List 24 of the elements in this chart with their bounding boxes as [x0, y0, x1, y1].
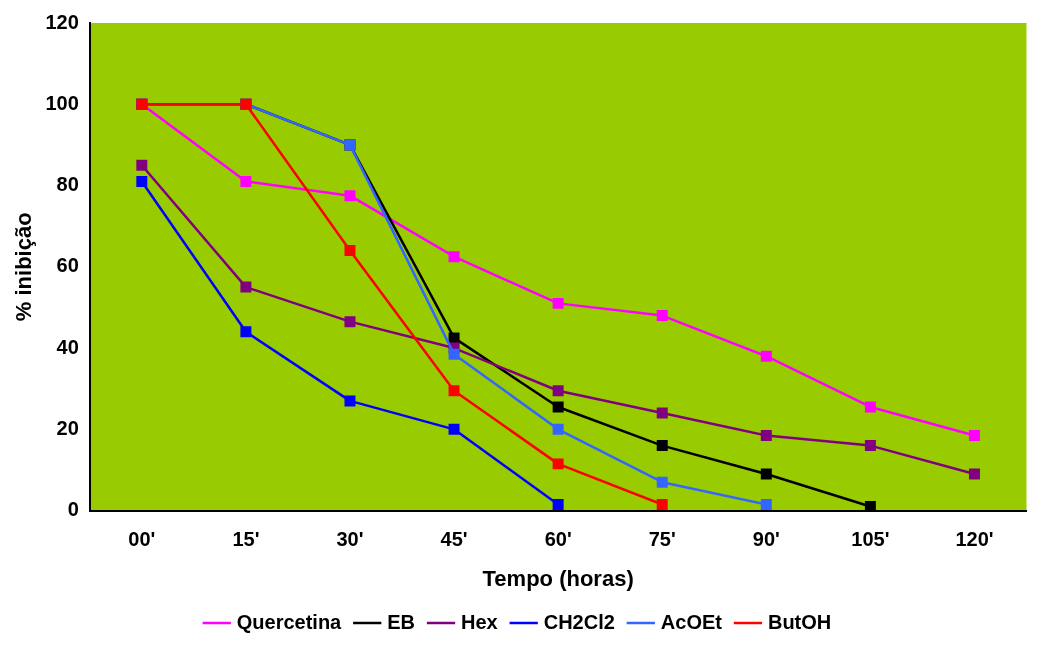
y-tick-label: 60: [56, 254, 79, 277]
x-axis-title: Tempo (horas): [482, 565, 634, 591]
x-tick-label: 90': [752, 528, 780, 551]
x-tick-label: 45': [440, 528, 468, 551]
y-tick-label: 40: [56, 335, 79, 358]
x-tick-label: 105': [851, 528, 890, 551]
x-tick-label: 120': [955, 528, 994, 551]
x-tick-label: 15': [232, 528, 260, 551]
y-tick-label: 0: [67, 498, 79, 521]
legend-label: CH2Cl2: [543, 610, 615, 633]
legend-label: Hex: [461, 610, 498, 633]
x-tick-label: 75': [648, 528, 676, 551]
y-axis-title: % inibição: [11, 212, 37, 322]
legend-label: Quercetina: [236, 610, 343, 633]
legend-label: ButOH: [767, 610, 832, 633]
legend-label: EB: [387, 610, 416, 633]
y-tick-label: 120: [45, 10, 79, 33]
y-tick-label: 80: [56, 173, 79, 196]
x-tick-label: 00': [128, 528, 156, 551]
y-tick-label: 20: [56, 416, 79, 439]
legend-label: AcOEt: [660, 610, 723, 633]
y-tick-label: 100: [45, 91, 79, 114]
x-tick-label: 30': [336, 528, 364, 551]
x-tick-label: 60': [544, 528, 572, 551]
